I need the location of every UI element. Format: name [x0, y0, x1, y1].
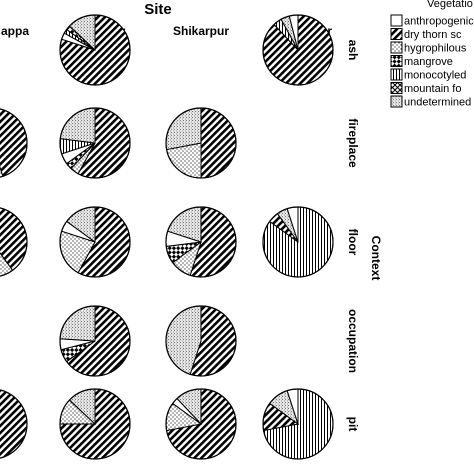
pie	[59, 305, 131, 377]
legend-swatch	[390, 68, 403, 81]
row-label: fireplace	[346, 118, 360, 168]
pie-slice-undet	[165, 107, 202, 151]
pie-outline	[59, 14, 131, 86]
legend-swatch	[390, 82, 403, 94]
legend-swatch	[390, 55, 403, 67]
pie-outline	[165, 107, 237, 179]
column-label: appa	[1, 24, 29, 38]
pie	[59, 388, 131, 460]
pie-outline	[59, 305, 131, 377]
legend-item: hygrophilous	[390, 41, 467, 55]
legend-swatch	[390, 41, 403, 54]
legend-item: undetermined	[390, 95, 471, 109]
pie	[0, 207, 28, 277]
pie-outline	[262, 206, 334, 278]
pie-outline	[59, 388, 131, 460]
pie	[165, 107, 237, 179]
pie-slice-dry	[200, 107, 237, 179]
pie-outline	[262, 14, 334, 86]
facet-title: Context	[369, 236, 383, 281]
pie-grid	[0, 14, 334, 460]
legend-item: monocotyled	[390, 68, 466, 82]
pie	[59, 107, 131, 179]
pie-outline	[165, 206, 237, 278]
pie-outline	[165, 305, 237, 377]
pie-outline	[0, 389, 28, 459]
legend-label: hygrophilous	[404, 43, 467, 55]
pie-slice-hygro	[0, 165, 4, 178]
legend-label: mountain fo	[404, 83, 461, 95]
pie	[165, 388, 237, 460]
pie-outline	[0, 207, 28, 277]
legend-label: mangrove	[404, 56, 453, 68]
pie	[59, 14, 131, 86]
legend-label: dry thorn sc	[404, 29, 462, 41]
pie-outline	[0, 108, 28, 178]
pie-outline	[59, 206, 131, 278]
pie-slice-dry	[0, 108, 28, 177]
pie-slice-dry	[0, 389, 28, 459]
pie	[0, 389, 28, 459]
pie-outline	[59, 107, 131, 179]
legend-label: anthropogenic	[404, 16, 474, 28]
legend-item: mountain fo	[390, 82, 461, 95]
legend-label: monocotyled	[404, 70, 466, 82]
legend-swatch	[390, 95, 403, 108]
row-label: ash	[346, 40, 360, 61]
chart-title: Site	[144, 1, 172, 18]
pie-outline	[165, 388, 237, 460]
legend-label: undetermined	[404, 97, 471, 109]
pie	[262, 14, 334, 86]
legend-item: mangrove	[390, 55, 453, 68]
pie-outline	[262, 388, 334, 460]
legend-title: Vegetatio	[427, 0, 473, 10]
pie	[165, 305, 237, 377]
pie	[59, 206, 131, 278]
row-labels: ash fireplace floor occupation pit	[346, 40, 360, 432]
legend-item: dry thorn sc	[390, 28, 462, 41]
column-label: Shikarpur	[173, 24, 229, 38]
pie	[0, 108, 28, 178]
pie	[165, 206, 237, 278]
legend-swatch	[390, 28, 403, 40]
row-label: floor	[346, 229, 360, 256]
row-label: pit	[346, 417, 360, 432]
row-label: occupation	[346, 309, 360, 373]
legend-item: anthropogenic	[390, 14, 474, 28]
pie	[262, 388, 334, 460]
legend-swatch	[390, 14, 403, 27]
pie	[262, 206, 334, 278]
